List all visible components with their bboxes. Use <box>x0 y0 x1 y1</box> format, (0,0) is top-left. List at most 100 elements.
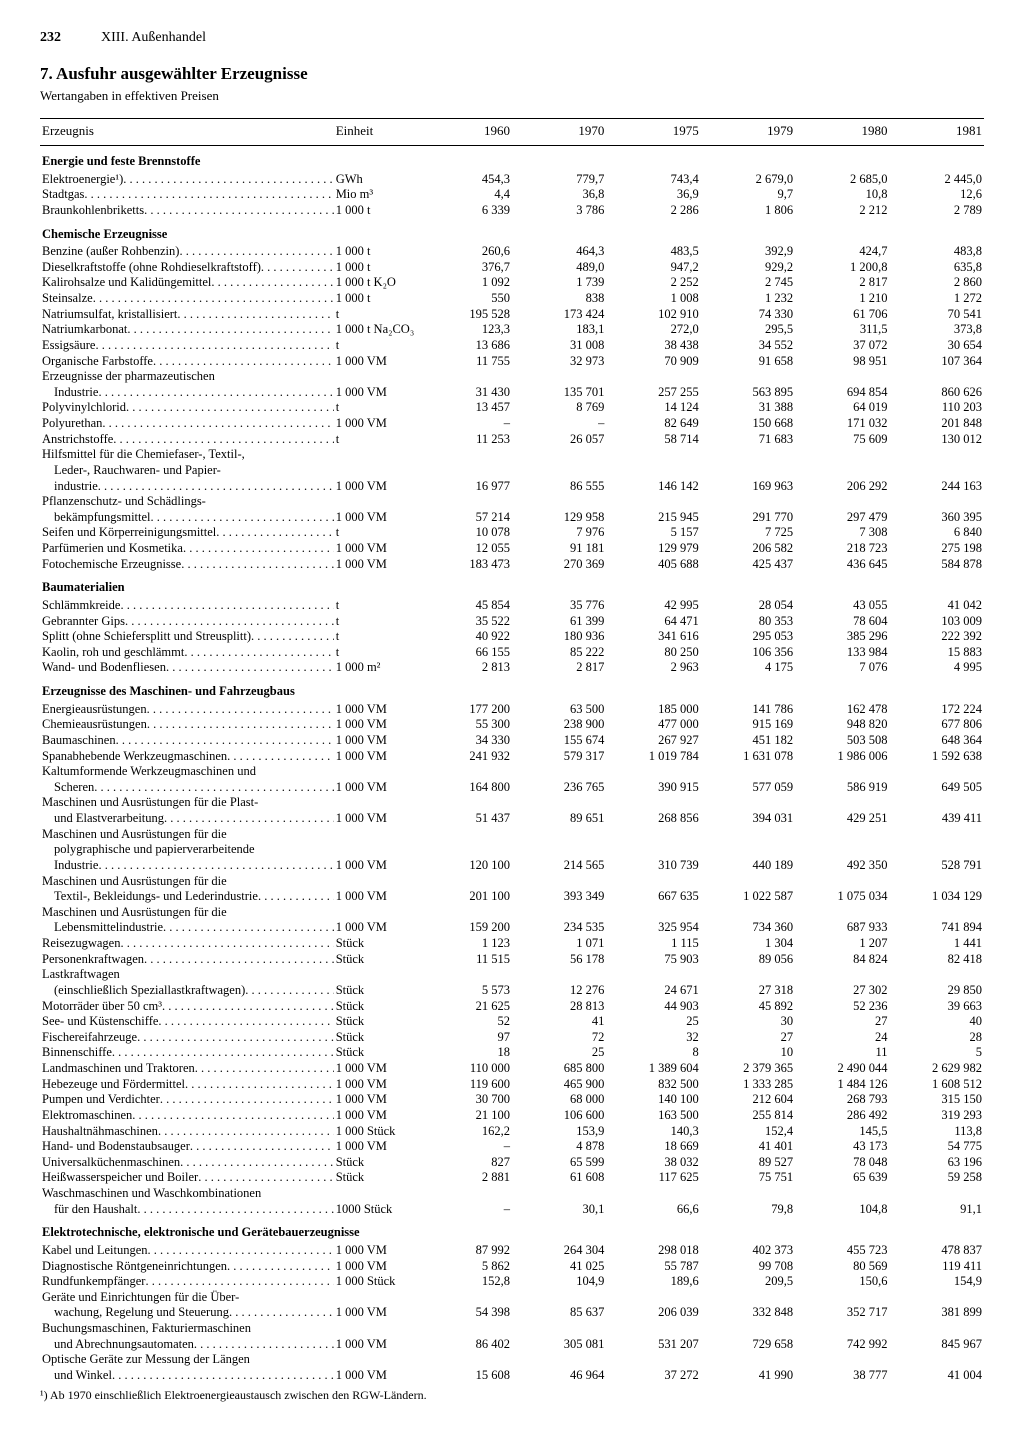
table-row: Pflanzenschutz- und Schädlings- <box>40 494 984 510</box>
row-unit: 1 000 VM <box>334 1092 418 1108</box>
row-value: 91 181 <box>512 541 606 557</box>
row-value: 86 402 <box>418 1337 512 1353</box>
table-row: (einschließlich Speziallastkraftwagen)St… <box>40 983 984 999</box>
row-value <box>512 874 606 890</box>
table-row: See- und KüstenschiffeStück524125302740 <box>40 1014 984 1030</box>
row-value: 929,2 <box>701 260 795 276</box>
row-value: 360 395 <box>890 510 984 526</box>
row-value: 2 629 982 <box>890 1061 984 1077</box>
row-value: 130 012 <box>890 432 984 448</box>
row-value: 162 478 <box>795 702 889 718</box>
row-value: 465 900 <box>512 1077 606 1093</box>
section-heading: Chemische Erzeugnisse <box>40 219 984 245</box>
row-value: 30 <box>701 1014 795 1030</box>
row-value <box>606 827 700 843</box>
row-value: 31 430 <box>418 385 512 401</box>
row-value: 584 878 <box>890 557 984 573</box>
row-value: 72 <box>512 1030 606 1046</box>
row-value: 2 685,0 <box>795 172 889 188</box>
row-label: Anstrichstoffe <box>40 432 334 448</box>
row-value: 183 473 <box>418 557 512 573</box>
row-value: 35 776 <box>512 598 606 614</box>
row-value: 91,1 <box>890 1202 984 1218</box>
row-unit: 1 000 VM <box>334 1108 418 1124</box>
row-value <box>795 967 889 983</box>
row-value: 24 <box>795 1030 889 1046</box>
row-label: Scheren <box>40 780 334 796</box>
row-value: 54 775 <box>890 1139 984 1155</box>
table-row: StadtgasMio m³4,436,836,99,710,812,6 <box>40 187 984 203</box>
row-value: 25 <box>512 1045 606 1061</box>
row-value: 667 635 <box>606 889 700 905</box>
row-label: Industrie <box>40 858 334 874</box>
row-value: 2 789 <box>890 203 984 219</box>
row-value: 89 527 <box>701 1155 795 1171</box>
row-unit: 1 000 VM <box>334 416 418 432</box>
row-value: 32 <box>606 1030 700 1046</box>
row-value: 45 892 <box>701 999 795 1015</box>
row-value: 424,7 <box>795 244 889 260</box>
row-value <box>512 494 606 510</box>
row-label: Reisezugwagen <box>40 936 334 952</box>
table-row: UniversalküchenmaschinenStück82765 59938… <box>40 1155 984 1171</box>
row-value: 58 714 <box>606 432 700 448</box>
row-value: 268 856 <box>606 811 700 827</box>
row-value: 12 276 <box>512 983 606 999</box>
row-label: Organische Farbstoffe <box>40 354 334 370</box>
section-heading: Baumaterialien <box>40 572 984 598</box>
row-value: 7 308 <box>795 525 889 541</box>
row-value: 43 055 <box>795 598 889 614</box>
table-row: Natriumkarbonat1 000 t Na₂CO₃123,3183,12… <box>40 322 984 338</box>
row-value: 31 008 <box>512 338 606 354</box>
row-value: 742 992 <box>795 1337 889 1353</box>
row-value <box>701 795 795 811</box>
row-value: 18 669 <box>606 1139 700 1155</box>
row-value <box>890 764 984 780</box>
row-value <box>418 874 512 890</box>
row-value <box>701 967 795 983</box>
table-row: Erzeugnisse des Maschinen- und Fahrzeugb… <box>40 676 984 702</box>
page-header: 232 XIII. Außenhandel <box>40 30 984 46</box>
row-value: 87 992 <box>418 1243 512 1259</box>
row-unit: Stück <box>334 1155 418 1171</box>
row-value: 54 398 <box>418 1305 512 1321</box>
row-unit <box>334 463 418 479</box>
row-value: 1 207 <box>795 936 889 952</box>
row-label: industrie <box>40 479 334 495</box>
row-value: 99 708 <box>701 1259 795 1275</box>
row-value: 649 505 <box>890 780 984 796</box>
row-unit: 1 000 VM <box>334 354 418 370</box>
table-row: Natriumsulfat, kristallisiertt195 528173… <box>40 307 984 323</box>
row-value: 295 053 <box>701 629 795 645</box>
row-value: 1 608 512 <box>890 1077 984 1093</box>
table-row: industrie1 000 VM16 97786 555146 142169 … <box>40 479 984 495</box>
section-heading: Elektrotechnische, elektronische und Ger… <box>40 1217 984 1243</box>
table-row: Essigsäuret13 68631 00838 43834 55237 07… <box>40 338 984 354</box>
row-value: 405 688 <box>606 557 700 573</box>
row-value: 18 <box>418 1045 512 1061</box>
row-value: 1 008 <box>606 291 700 307</box>
row-value: 78 048 <box>795 1155 889 1171</box>
row-value <box>512 842 606 858</box>
row-value: 103 009 <box>890 614 984 630</box>
row-value: 117 625 <box>606 1170 700 1186</box>
table-row: Buchungsmaschinen, Fakturiermaschinen <box>40 1321 984 1337</box>
row-value: 1 071 <box>512 936 606 952</box>
row-value: 2 881 <box>418 1170 512 1186</box>
row-value: 741 894 <box>890 920 984 936</box>
row-value: 12 055 <box>418 541 512 557</box>
row-value: 153,9 <box>512 1124 606 1140</box>
row-value: 171 032 <box>795 416 889 432</box>
row-value: 6 840 <box>890 525 984 541</box>
row-value: 35 522 <box>418 614 512 630</box>
table-row: Baumaschinen1 000 VM34 330155 674267 927… <box>40 733 984 749</box>
row-label: Universalküchenmaschinen <box>40 1155 334 1171</box>
row-value: 10,8 <box>795 187 889 203</box>
section-heading: Erzeugnisse des Maschinen- und Fahrzeugb… <box>40 676 984 702</box>
table-row: Geräte und Einrichtungen für die Über- <box>40 1290 984 1306</box>
row-value: 6 339 <box>418 203 512 219</box>
row-unit: t <box>334 614 418 630</box>
table-row: Energieausrüstungen1 000 VM177 20063 500… <box>40 702 984 718</box>
row-value: 164 800 <box>418 780 512 796</box>
row-value: 2 252 <box>606 275 700 291</box>
